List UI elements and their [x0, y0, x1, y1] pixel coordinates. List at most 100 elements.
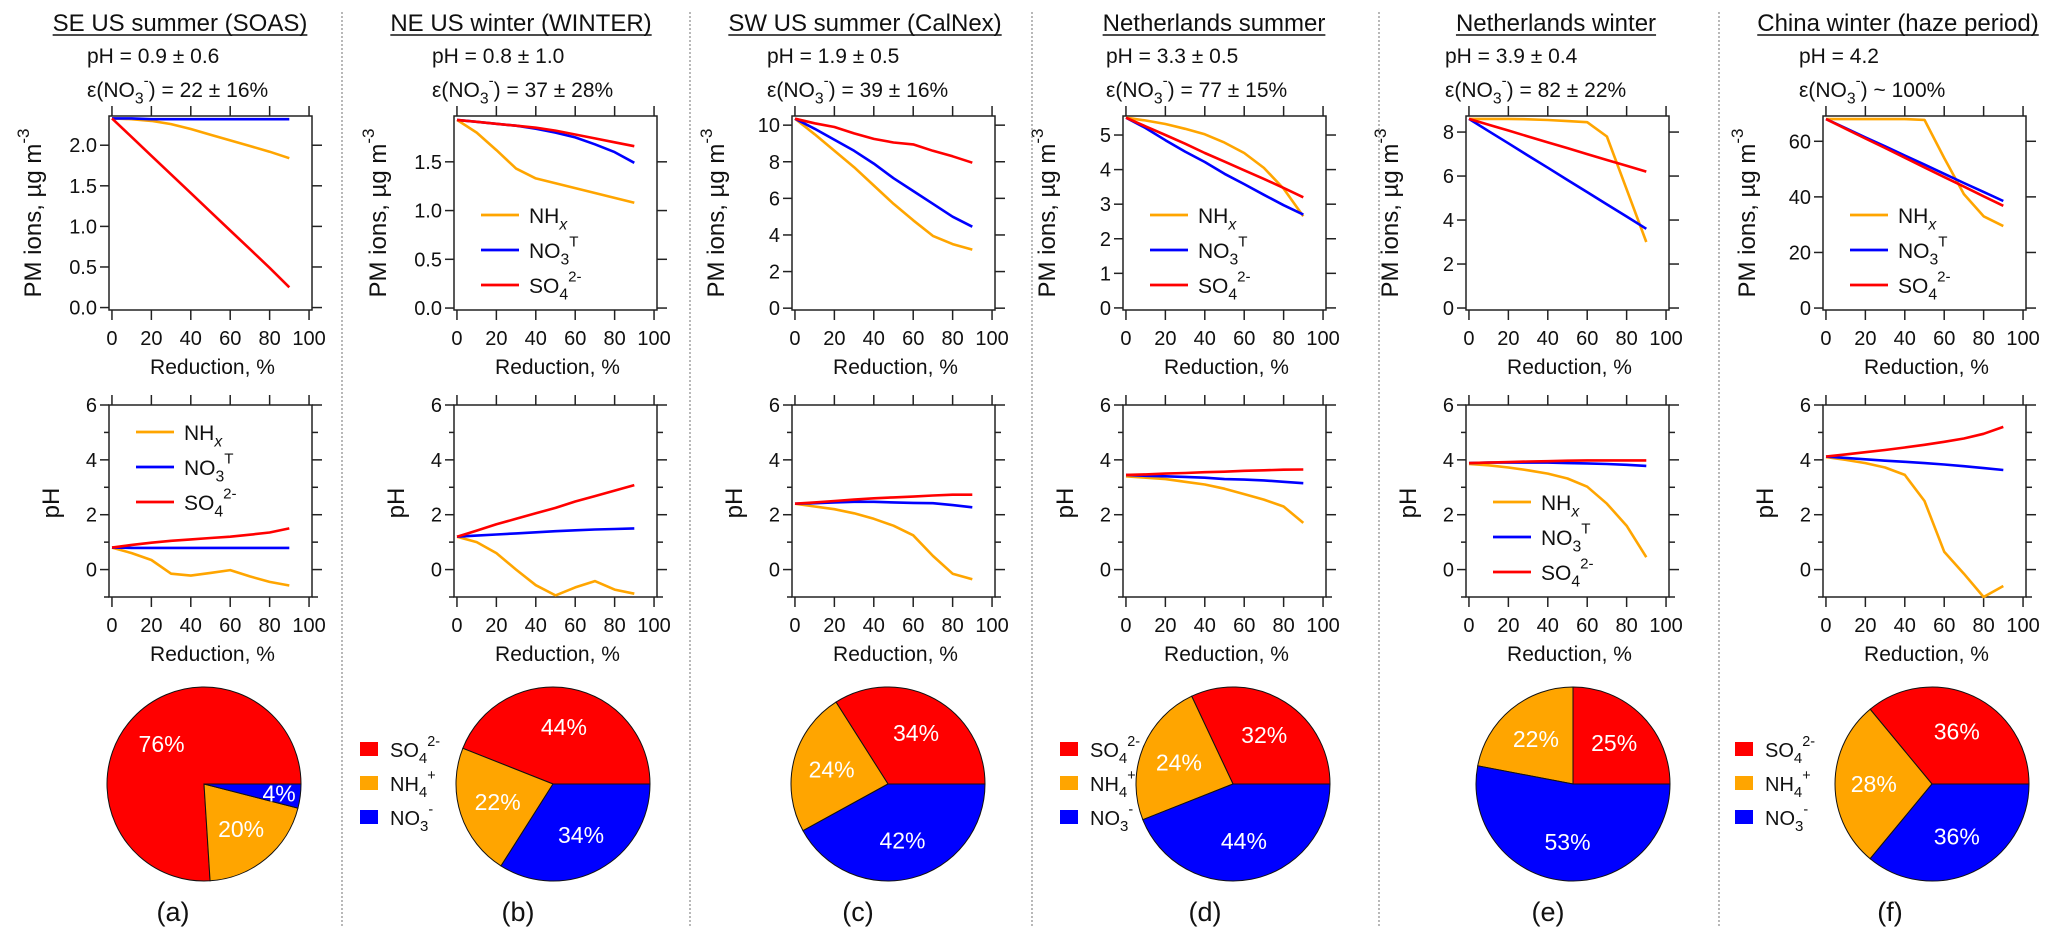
y-tick-label: 60 [1789, 131, 1811, 153]
y-axis-label: pH [721, 488, 748, 519]
y-tick-label: 6 [1100, 395, 1111, 417]
label-base: NO [1765, 808, 1795, 830]
y-tick-label: 6 [769, 188, 780, 210]
x-axis-label: Reduction, % [150, 356, 275, 379]
series-line-so42 [794, 117, 973, 164]
label-superscript: 2- [1127, 734, 1140, 750]
panel-label: (e) [1532, 897, 1565, 927]
series-line-so42 [1468, 459, 1647, 465]
series-line-so42 [1125, 468, 1304, 477]
label-subscript: 3 [1230, 251, 1239, 268]
x-axis-label: Reduction, % [1507, 356, 1632, 379]
panel-title: Netherlands winter [1456, 10, 1656, 37]
panel-title: SW US summer (CalNex) [728, 10, 1001, 37]
x-tick-label: 40 [525, 615, 547, 637]
plot-frame [1822, 115, 2027, 311]
y-axis-label-text: PM ions, µg m [1734, 144, 1761, 298]
y-tick-label: 4 [769, 450, 780, 472]
label-subscript: 3 [216, 468, 225, 485]
label-base: NO [1541, 527, 1573, 550]
label-base: NO [1090, 808, 1120, 830]
series-line-so42 [1825, 117, 2004, 207]
label-superscript: + [1127, 768, 1135, 784]
x-axis-label: Reduction, % [1164, 356, 1289, 379]
y-tick-label: 4 [1800, 450, 1811, 472]
panel-title: NE US winter (WINTER) [390, 10, 651, 37]
x-tick-label: 0 [1120, 328, 1131, 350]
y-axis-label-text: PM ions, µg m [703, 144, 730, 298]
y-axis-label-text: PM ions, µg m [365, 144, 392, 298]
label-superscript: - [144, 72, 149, 89]
x-tick-label: 0 [1820, 615, 1831, 637]
epsilon-nitrate-text: ε(NO3-) = 82 ± 22% [1445, 72, 1626, 107]
series-line-no3t [1468, 117, 1647, 230]
label-superscript: - [489, 72, 494, 89]
label-subscript: 3 [1930, 251, 1939, 268]
label-superscript: + [427, 768, 435, 784]
pm-ions-plot: 0 20 40 60 80 100 Reduction, % 0 1 2 3 4 5 PM ions, µ… [1028, 106, 1340, 379]
x-tick-label: 60 [219, 615, 241, 637]
label-superscript: + [1802, 768, 1810, 784]
label-subscript: 3 [1120, 818, 1128, 835]
pie-slice-so42 [835, 686, 986, 785]
pm-ions-plot: 0 20 40 60 80 100 Reduction, % 0.0 0.5 1.0 1.5 PM i… [359, 106, 671, 379]
x-tick-label: 40 [1894, 328, 1916, 350]
x-tick-label: 100 [637, 615, 670, 637]
x-tick-label: 100 [1649, 328, 1682, 350]
label-base: ε(NO [1445, 79, 1493, 102]
y-tick-label: 20 [1789, 242, 1811, 264]
label-base: SO [1198, 275, 1228, 298]
y-axis-label-superscript: -3 [1371, 129, 1390, 144]
panel-label: (f) [1877, 897, 1902, 927]
y-axis-label: PM ions, µg m-3 [1728, 129, 1761, 298]
y-tick-label: 0 [1443, 560, 1454, 582]
label-base: NH [529, 205, 559, 228]
pie-slice-no3 [1142, 783, 1331, 882]
series-line-so42 [1825, 425, 2004, 458]
series-line-so42 [794, 493, 973, 505]
label-subscript: 3 [1573, 538, 1582, 555]
pie-slice-so42 [1572, 686, 1671, 785]
pie-slice-label: 28% [1851, 771, 1897, 797]
label-superscript: - [824, 72, 829, 89]
pie-slice-label: 36% [1934, 824, 1980, 850]
pie-slice-so42 [106, 686, 302, 882]
x-tick-label: 0 [1463, 615, 1474, 637]
x-tick-label: 40 [1894, 615, 1916, 637]
x-tick-label: 20 [1854, 328, 1876, 350]
label-superscript: 2- [1802, 734, 1815, 750]
epsilon-nitrate-text: ε(NO3-) = 77 ± 15% [1106, 72, 1287, 107]
series-line-no3t [1125, 116, 1304, 216]
y-tick-label: 0 [1443, 298, 1454, 320]
y-axis-label-superscript: -3 [1028, 129, 1047, 144]
label-base: NH [1765, 774, 1794, 796]
x-tick-label: 40 [863, 615, 885, 637]
y-axis-label-text: PM ions, µg m [1377, 144, 1404, 298]
pie-slice-nh4 [1135, 695, 1234, 821]
series-line-nhx [111, 546, 290, 587]
pie-legend-swatch [360, 776, 378, 790]
label-base: SO [1541, 562, 1571, 585]
label-superscript: 2- [1580, 555, 1593, 572]
pie-legend: SO42-NH4+NO3- [360, 734, 440, 835]
x-tick-label: 80 [259, 615, 281, 637]
plot-frame [1122, 404, 1327, 598]
series-line-so42 [1125, 116, 1304, 199]
series-line-so42 [1468, 117, 1647, 173]
label-base: ε(NO [87, 79, 135, 102]
x-tick-label: 0 [1120, 615, 1131, 637]
x-axis-label: Reduction, % [1864, 643, 1989, 666]
label-subscript: 4 [214, 503, 223, 520]
pie-legend-label: NH4+ [1765, 768, 1811, 801]
x-tick-label: 0 [451, 328, 462, 350]
y-tick-label: 6 [86, 395, 97, 417]
label-suffix: ) = 39 ± 16% [829, 79, 949, 102]
legend-label: NHx [184, 422, 223, 450]
panel-title: SE US summer (SOAS) [53, 10, 308, 37]
x-tick-label: 20 [140, 615, 162, 637]
label-superscript: T [224, 450, 233, 467]
epsilon-nitrate-text: ε(NO3-) ~ 100% [1799, 72, 1945, 107]
